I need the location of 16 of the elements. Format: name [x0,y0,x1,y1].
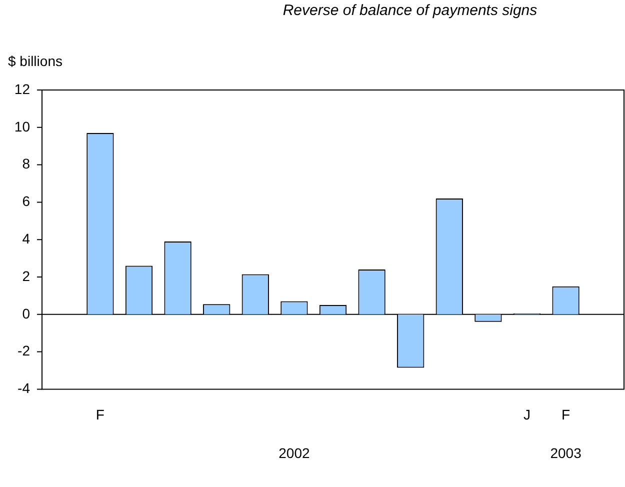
y-tick-label: 12 [14,80,30,97]
y-tick-label: 8 [22,156,30,172]
y-axis-title: $ billions [8,53,62,69]
y-tick-label: 6 [22,193,30,210]
text: 2003 [550,445,582,462]
y-tick-label: 10 [14,118,30,134]
y-tick-label: 0 [22,305,30,322]
y-tick-label: 2 [22,268,30,284]
text: 2002 [278,445,310,462]
y-tick-label: 4 [22,230,30,246]
x-tick-label: J [524,406,530,422]
x-tick-label: F [562,406,570,422]
chart-title: Reverse of balance of payments signs [282,2,538,19]
x-tick-label: F [96,406,104,422]
y-tick-label: -4 [18,380,30,396]
y-tick-label: -2 [18,342,30,359]
